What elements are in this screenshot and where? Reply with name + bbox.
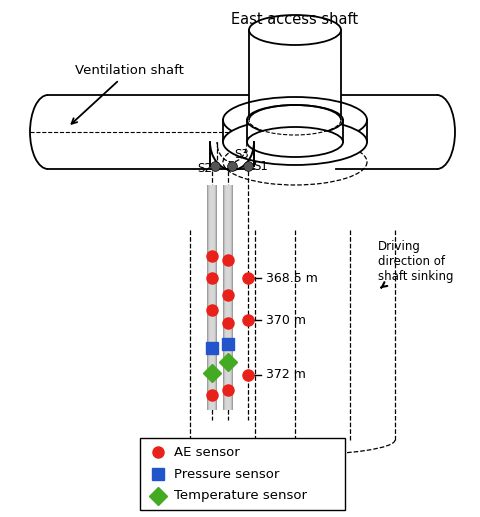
Polygon shape <box>48 95 254 169</box>
Ellipse shape <box>223 119 367 165</box>
Text: S3: S3 <box>234 147 249 160</box>
Text: Ventilation shaft: Ventilation shaft <box>72 64 184 124</box>
Ellipse shape <box>247 105 343 135</box>
Ellipse shape <box>247 127 343 157</box>
Text: Driving
direction of
shaft sinking: Driving direction of shaft sinking <box>378 240 454 287</box>
Ellipse shape <box>249 15 341 45</box>
FancyBboxPatch shape <box>140 438 345 510</box>
Text: S1: S1 <box>253 160 268 173</box>
Text: 372 m: 372 m <box>266 369 306 382</box>
Text: Temperature sensor: Temperature sensor <box>174 490 307 503</box>
Text: 368.5 m: 368.5 m <box>266 271 318 284</box>
Text: Pressure sensor: Pressure sensor <box>174 467 279 480</box>
Polygon shape <box>249 30 341 120</box>
Ellipse shape <box>223 97 367 143</box>
Text: 370 m: 370 m <box>266 313 306 327</box>
Text: S2: S2 <box>197 161 212 175</box>
Text: AE sensor: AE sensor <box>174 446 240 459</box>
Text: East access shaft: East access shaft <box>231 12 359 27</box>
